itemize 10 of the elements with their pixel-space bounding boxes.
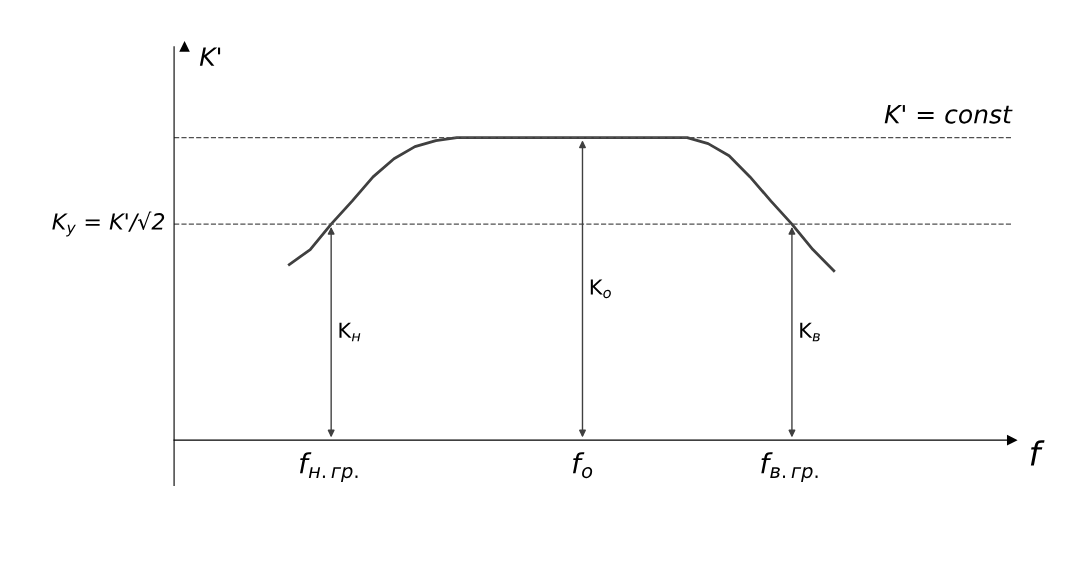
annotation: K$_{н}$ (339, 322, 361, 342)
annotation: K$_{o}$ (590, 279, 611, 299)
annotation: K$_{в}$ (800, 322, 820, 342)
x-tick-label: f$_{o}$ (572, 452, 593, 479)
ref-line-label: K' = const (884, 105, 1013, 124)
ref-line-label: K$_{y}$ = K'/√2 (52, 211, 165, 237)
x-axis-title: f (1030, 440, 1045, 466)
y-axis-title: K' (199, 47, 221, 66)
x-tick-label: f$_{в.гр.}$ (761, 452, 818, 482)
x-tick-label: f$_{н.гр.}$ (299, 452, 358, 482)
